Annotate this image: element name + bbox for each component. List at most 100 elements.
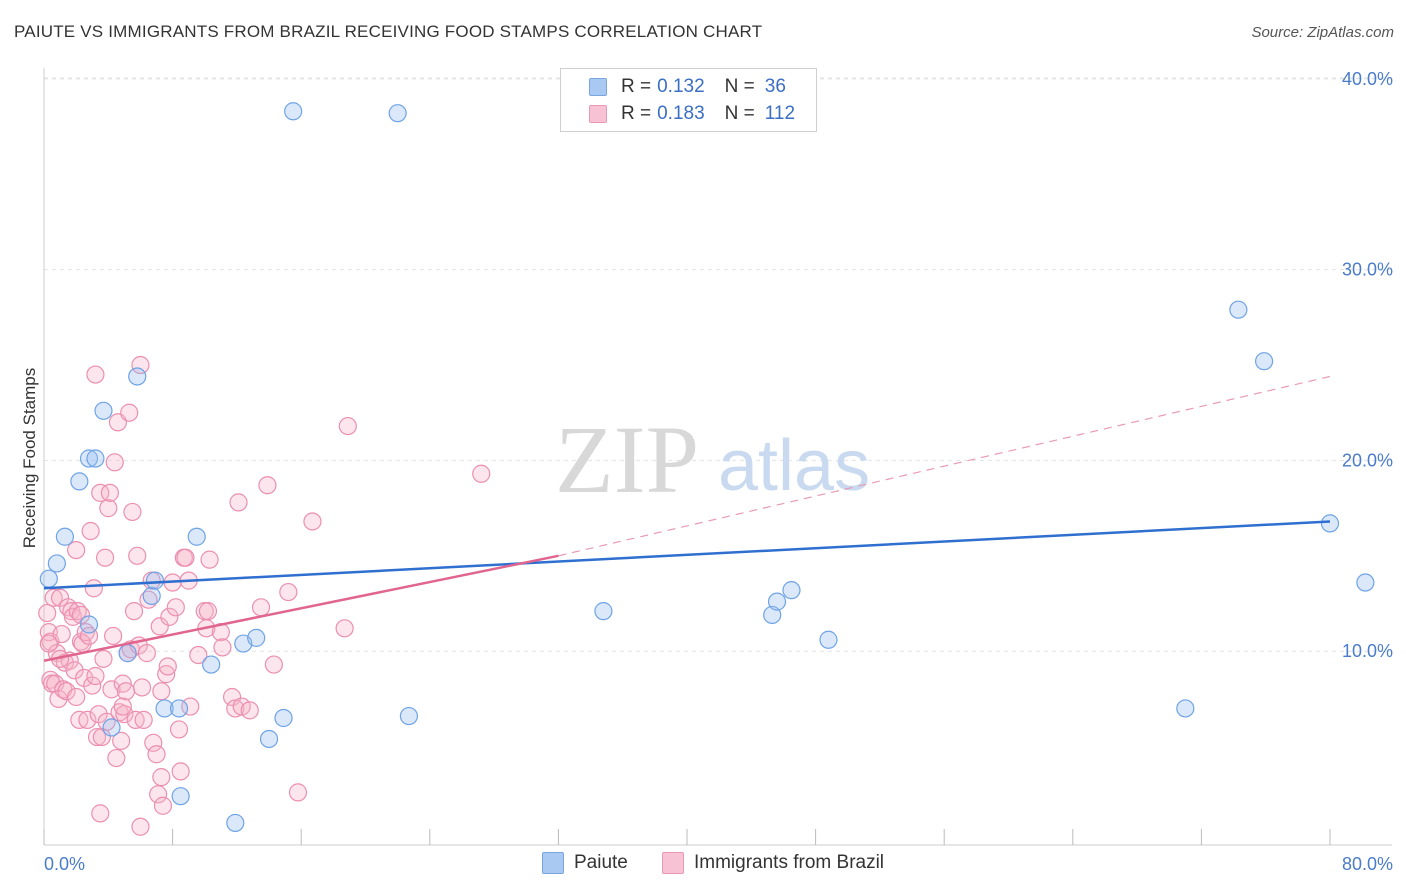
brazil-point <box>44 588 63 607</box>
paiute-point <box>142 586 161 605</box>
paiute-point <box>1254 352 1274 371</box>
brazil-point <box>97 712 116 731</box>
series-legend: Paiute Immigrants from Brazil <box>0 852 1406 878</box>
brazil-point <box>160 607 179 626</box>
brazil-point <box>152 768 171 787</box>
tick-labels: 10.0% 20.0% 30.0% 40.0% 0.0% 80.0% <box>44 69 1393 874</box>
brazil-point <box>258 476 277 495</box>
brazil-point <box>171 762 190 781</box>
paiute-point <box>399 706 419 726</box>
watermark-atlas: atlas <box>718 426 870 506</box>
legend-n-label: N = <box>724 76 755 97</box>
brazil-point <box>95 548 115 567</box>
y-tick-label: 20.0% <box>1342 450 1393 470</box>
paiute-point <box>594 602 613 621</box>
brazil-point <box>147 745 166 764</box>
brazil-point <box>78 710 97 729</box>
legend-row-brazil: R = 0.183 N = 112 <box>589 102 795 126</box>
paiute-point <box>70 472 89 491</box>
paiute-point <box>767 592 787 611</box>
brazil-point <box>91 483 110 502</box>
paiute-point <box>86 449 105 468</box>
paiute-point <box>169 699 189 718</box>
brazil-point <box>279 582 298 602</box>
paiute-point <box>1320 514 1340 533</box>
brazil-point <box>81 521 100 541</box>
paiute-point <box>171 787 190 806</box>
brazil-point <box>226 699 245 718</box>
brazil-point <box>94 649 113 668</box>
chart-title: PAIUTE VS IMMIGRANTS FROM BRAZIL RECEIVI… <box>14 22 763 41</box>
brazil-point <box>87 727 107 747</box>
brazil-point <box>150 617 169 636</box>
brazil-point <box>144 733 163 752</box>
trend-lines <box>43 375 1331 662</box>
paiute-point <box>819 630 838 649</box>
paiute-point <box>94 401 113 420</box>
legend-r-label: R = <box>621 103 652 124</box>
brazil-point <box>99 499 118 518</box>
legend-r-label: R = <box>621 76 652 97</box>
brazil-point <box>113 697 132 716</box>
brazil-point <box>472 464 491 483</box>
brazil-point <box>338 416 357 436</box>
brazil-point <box>240 701 259 720</box>
brazil-point <box>52 624 71 644</box>
watermark: ZIP atlas <box>555 406 870 513</box>
paiute-point <box>782 581 801 600</box>
brazil-point <box>65 661 84 680</box>
brazil-point <box>335 619 354 638</box>
brazil-point <box>107 748 126 768</box>
paiute-point <box>55 527 74 546</box>
brazil-point <box>303 512 322 531</box>
paiute-point <box>1176 699 1195 718</box>
brazil-point <box>124 602 144 621</box>
paiute-point <box>259 729 279 749</box>
brazil-point <box>128 546 147 565</box>
brazil-point <box>169 720 189 739</box>
legend-n-label: N = <box>724 103 755 124</box>
brazil-point <box>137 644 156 663</box>
paiute-point <box>79 615 99 634</box>
legend-r-value: 0.183 <box>657 103 705 124</box>
paiute-point <box>226 813 245 833</box>
brazil-point <box>153 796 173 815</box>
legend-r-value: 0.132 <box>657 76 705 97</box>
paiute-point <box>247 628 266 647</box>
paiute-point <box>284 102 303 121</box>
brazil-point <box>67 540 86 560</box>
brazil-point <box>189 645 208 665</box>
paiute-point <box>388 104 407 123</box>
brazil-point <box>152 682 171 701</box>
brazil-point <box>198 602 218 621</box>
brazil-point <box>251 598 271 617</box>
brazil-point <box>222 687 242 707</box>
brazil-point <box>131 355 150 375</box>
paiute-point <box>202 655 221 674</box>
brazil-point <box>264 655 283 674</box>
brazil-point <box>38 603 57 623</box>
paiute-point <box>155 699 174 718</box>
brazil-point <box>100 483 120 502</box>
brazil-point <box>200 550 219 569</box>
paiute-point <box>187 527 206 546</box>
data-points <box>38 102 1375 836</box>
brazil-point <box>39 634 58 653</box>
y-tick-label: 10.0% <box>1342 641 1393 661</box>
brazil-point <box>83 676 102 695</box>
brazil-point <box>288 783 308 802</box>
paiute-point <box>145 571 165 590</box>
brazil-point <box>131 817 150 836</box>
brazil-point <box>67 687 86 707</box>
legend-swatch-paiute <box>542 852 564 874</box>
legend-item-brazil: Immigrants from Brazil <box>662 852 884 874</box>
legend-label-paiute: Paiute <box>574 852 628 873</box>
paiute-point <box>47 554 66 573</box>
brazil-point <box>84 579 103 598</box>
legend-n-value: 112 <box>764 103 796 124</box>
legend-row-paiute: R = 0.132 N = 36 <box>589 75 786 99</box>
paiute-point <box>118 644 137 663</box>
legend-label-brazil: Immigrants from Brazil <box>694 852 885 873</box>
paiute-point <box>79 449 99 468</box>
